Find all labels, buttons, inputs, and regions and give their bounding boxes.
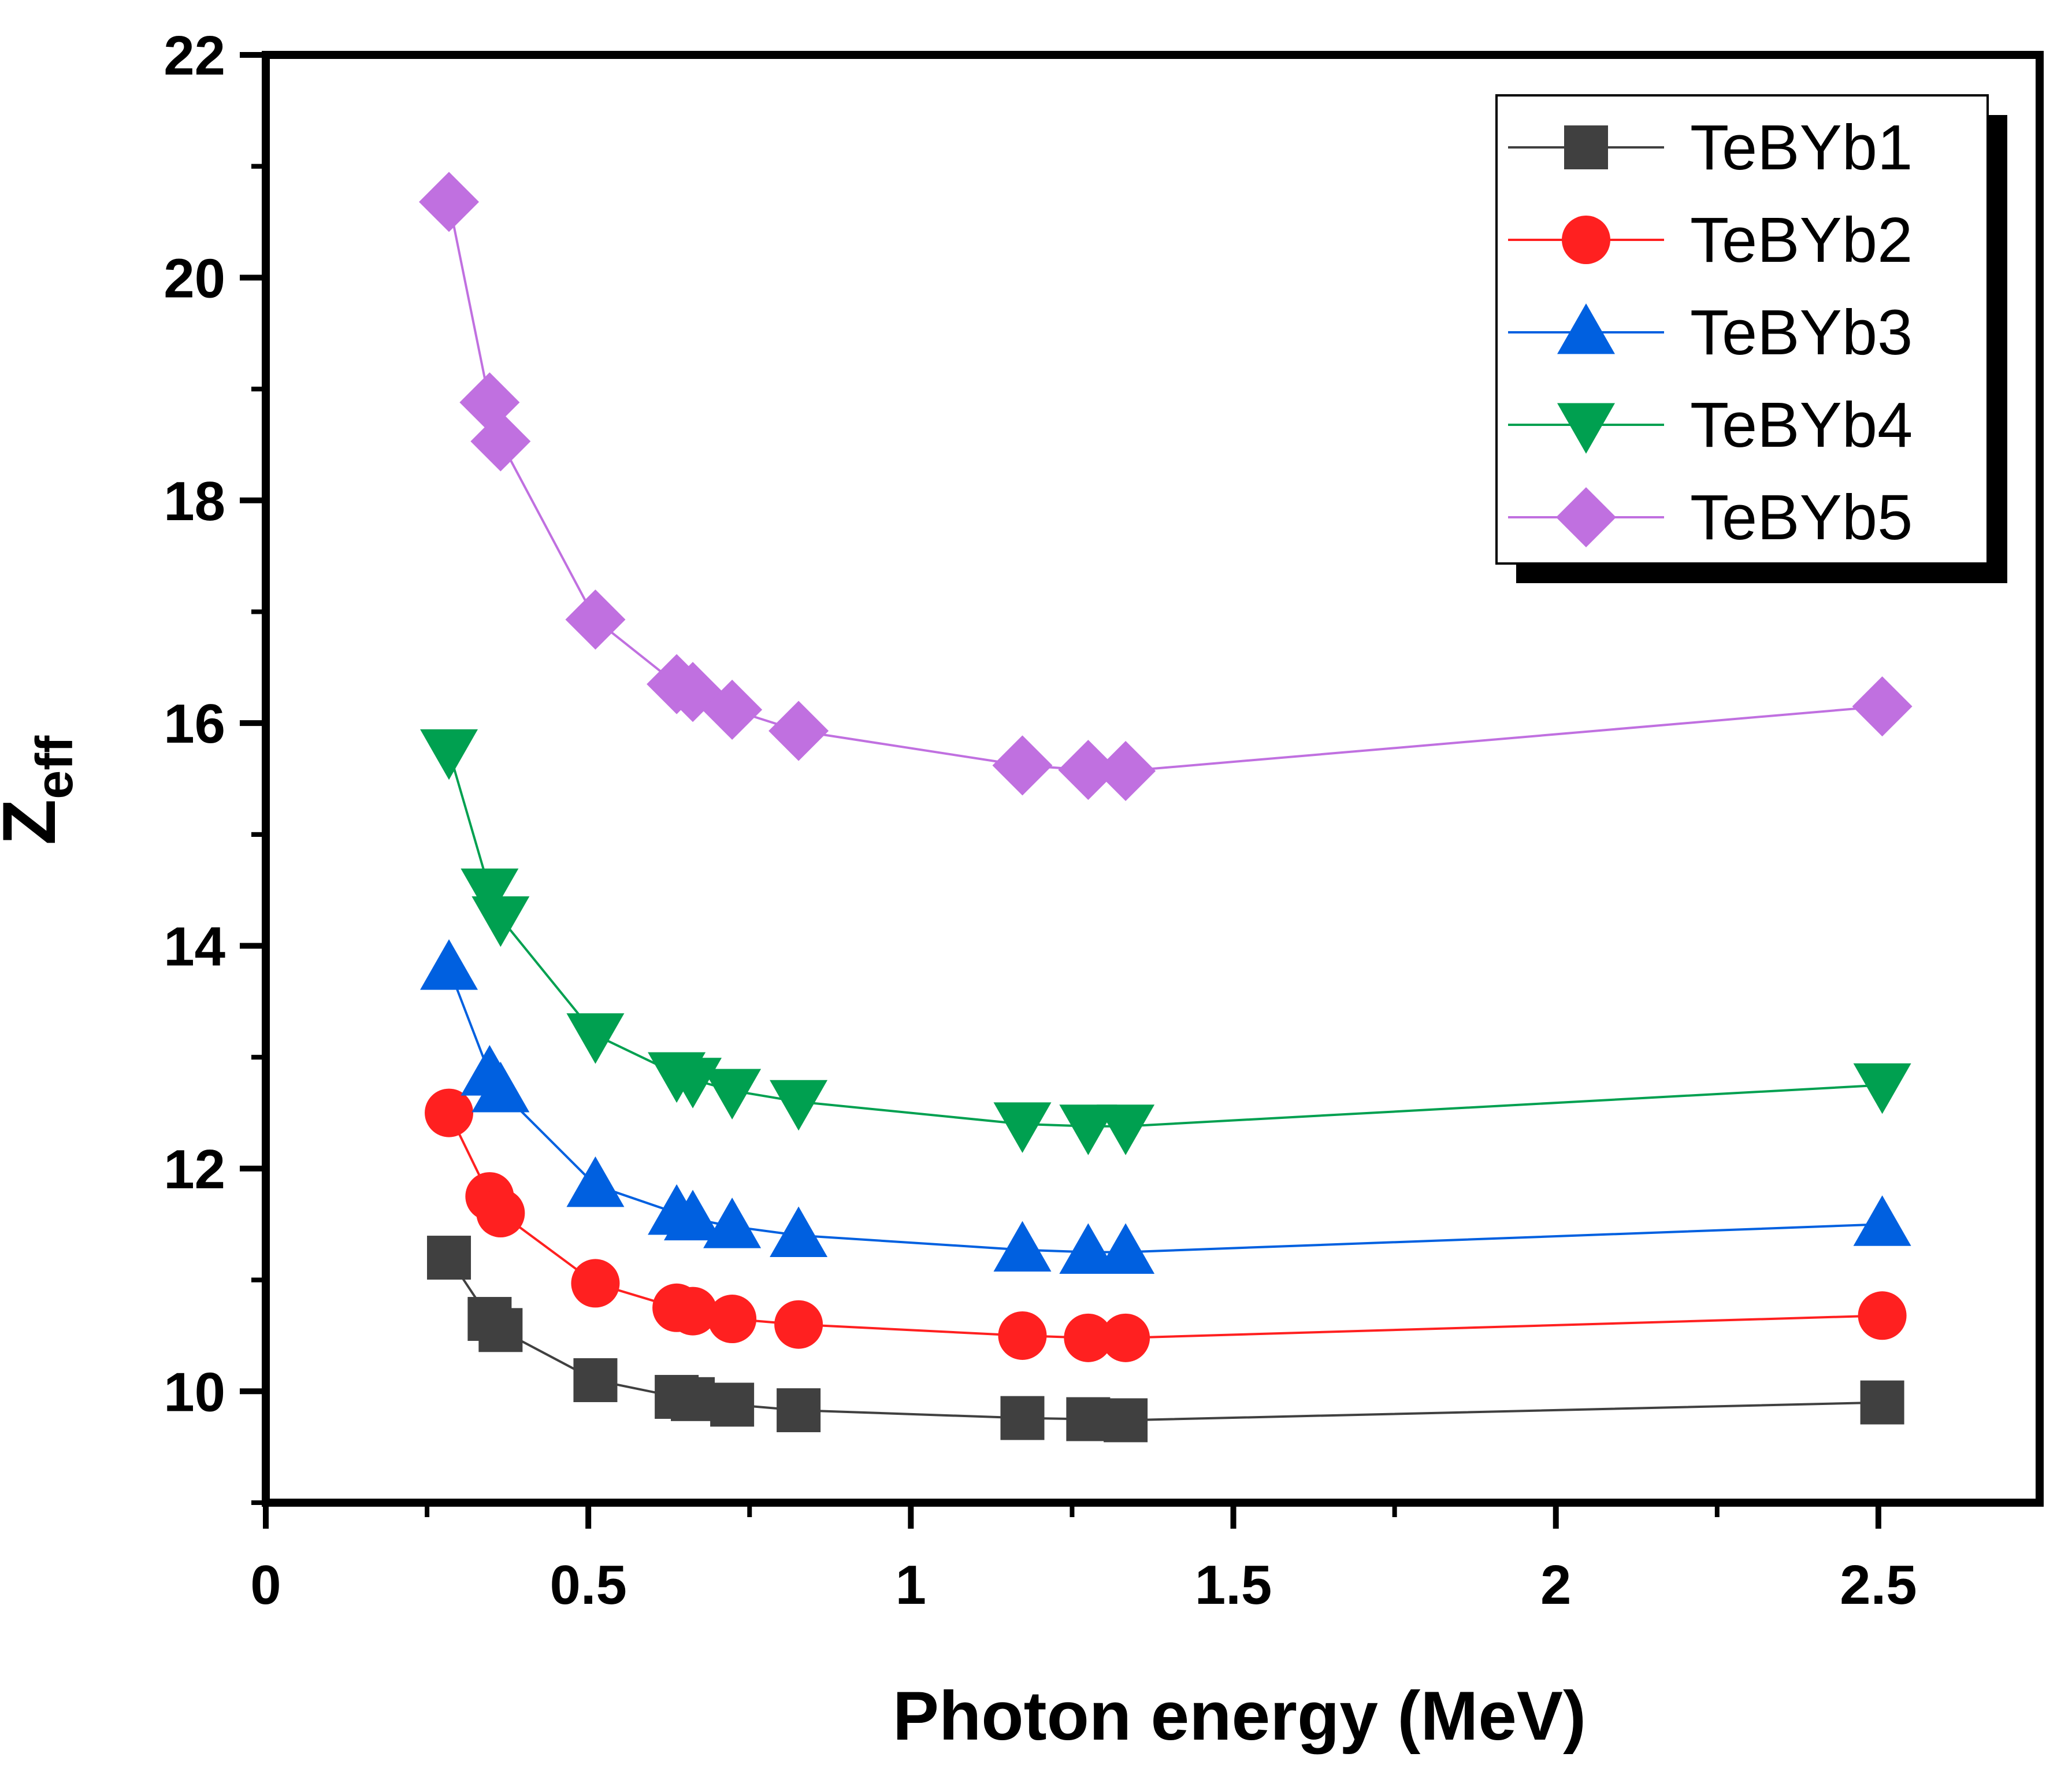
data-point bbox=[1853, 1195, 1911, 1246]
legend-item-TeBYb2: TeBYb2 bbox=[1508, 205, 1913, 276]
x-tick-label: 2 bbox=[1540, 1554, 1571, 1616]
x-axis: 0 0.5 1 1.5 2 2.5 bbox=[250, 1503, 1917, 1616]
y-axis-title-sub: eff bbox=[26, 735, 84, 799]
data-point bbox=[671, 1377, 715, 1421]
series-TeBYb4 bbox=[420, 729, 1911, 1155]
y-axis-title-main: Z bbox=[0, 799, 71, 845]
legend: TeBYb1 TeBYb2 TeBYb3 TeBYb4 TeBYb5 bbox=[1495, 94, 2007, 583]
data-point bbox=[427, 1236, 471, 1280]
data-point bbox=[1852, 676, 1913, 737]
x-tick-label: 0.5 bbox=[549, 1554, 626, 1616]
data-point bbox=[710, 1382, 755, 1427]
data-point bbox=[992, 735, 1053, 796]
series-TeBYb5 bbox=[419, 172, 1913, 802]
y-tick-label: 12 bbox=[164, 1139, 225, 1200]
data-point bbox=[1097, 1104, 1155, 1155]
data-point bbox=[1853, 1063, 1911, 1114]
data-point bbox=[664, 1189, 722, 1241]
data-point bbox=[1058, 740, 1119, 800]
data-point bbox=[476, 1189, 525, 1237]
y-tick-label: 18 bbox=[164, 470, 225, 532]
y-axis-title: Zeff bbox=[0, 735, 84, 845]
legend-marker bbox=[1564, 125, 1608, 169]
legend-marker bbox=[1557, 403, 1615, 454]
legend-label: TeBYb3 bbox=[1690, 297, 1913, 368]
y-axis: 10 12 14 16 18 20 22 bbox=[164, 25, 266, 1505]
data-point bbox=[471, 896, 530, 947]
data-point bbox=[573, 1358, 618, 1403]
legend-label: TeBYb4 bbox=[1690, 390, 1913, 461]
legend-marker bbox=[1557, 303, 1615, 354]
data-point bbox=[419, 172, 480, 232]
data-point bbox=[420, 729, 478, 780]
data-point bbox=[993, 1221, 1052, 1272]
x-axis-title: Photon energy (MeV) bbox=[893, 1677, 1586, 1755]
x-tick-label: 0 bbox=[250, 1554, 281, 1616]
legend-label: TeBYb2 bbox=[1690, 205, 1913, 276]
data-point bbox=[703, 1198, 762, 1248]
data-point bbox=[998, 1311, 1047, 1360]
data-point bbox=[1096, 741, 1156, 802]
y-tick-label: 20 bbox=[164, 247, 225, 309]
legend-item-TeBYb4: TeBYb4 bbox=[1508, 390, 1913, 461]
legend-item-TeBYb1: TeBYb1 bbox=[1508, 112, 1913, 183]
data-point bbox=[1064, 1313, 1113, 1362]
series-layer bbox=[419, 172, 1913, 1443]
legend-marker bbox=[1562, 216, 1610, 264]
legend-item-TeBYb3: TeBYb3 bbox=[1508, 297, 1913, 368]
data-point bbox=[571, 1259, 620, 1308]
data-point bbox=[461, 868, 519, 920]
series-TeBYb2 bbox=[425, 1088, 1907, 1362]
data-point bbox=[669, 1287, 718, 1336]
data-point bbox=[566, 1013, 625, 1064]
data-point bbox=[770, 1080, 828, 1131]
y-tick-label: 16 bbox=[164, 693, 225, 755]
data-point bbox=[1097, 1223, 1155, 1274]
legend-label: TeBYb1 bbox=[1690, 112, 1913, 183]
data-point bbox=[471, 1062, 530, 1113]
data-point bbox=[1000, 1396, 1045, 1440]
y-tick-label: 22 bbox=[164, 25, 225, 87]
data-point bbox=[1059, 1223, 1117, 1274]
data-point bbox=[565, 589, 626, 650]
series-TeBYb1 bbox=[427, 1236, 1904, 1443]
x-tick-label: 2.5 bbox=[1840, 1554, 1917, 1616]
series-TeBYb3 bbox=[420, 939, 1911, 1274]
y-tick-label: 14 bbox=[164, 916, 225, 978]
x-tick-label: 1.5 bbox=[1195, 1554, 1272, 1616]
legend-item-TeBYb5: TeBYb5 bbox=[1508, 482, 1913, 553]
y-tick-label: 10 bbox=[164, 1361, 225, 1423]
data-point bbox=[774, 1300, 823, 1349]
data-point bbox=[420, 939, 478, 990]
data-point bbox=[708, 1295, 757, 1344]
data-point bbox=[1059, 1104, 1117, 1155]
legend-marker bbox=[1556, 487, 1616, 547]
data-point bbox=[1101, 1313, 1150, 1362]
data-point bbox=[1066, 1397, 1111, 1441]
data-point bbox=[777, 1388, 821, 1433]
data-point bbox=[770, 1206, 828, 1258]
data-point bbox=[1860, 1380, 1904, 1425]
svg-text:Zeff: Zeff bbox=[0, 735, 84, 845]
data-point bbox=[478, 1308, 523, 1352]
data-point bbox=[768, 700, 829, 761]
x-tick-label: 1 bbox=[896, 1554, 926, 1616]
data-point bbox=[470, 411, 531, 472]
data-point bbox=[993, 1102, 1052, 1153]
data-point bbox=[425, 1088, 474, 1137]
data-point bbox=[702, 680, 763, 740]
legend-label: TeBYb5 bbox=[1690, 482, 1913, 553]
data-point bbox=[566, 1156, 625, 1207]
data-point bbox=[1104, 1398, 1148, 1443]
plot-frame bbox=[262, 51, 2044, 1507]
data-point bbox=[703, 1069, 762, 1120]
data-point bbox=[1858, 1291, 1907, 1340]
